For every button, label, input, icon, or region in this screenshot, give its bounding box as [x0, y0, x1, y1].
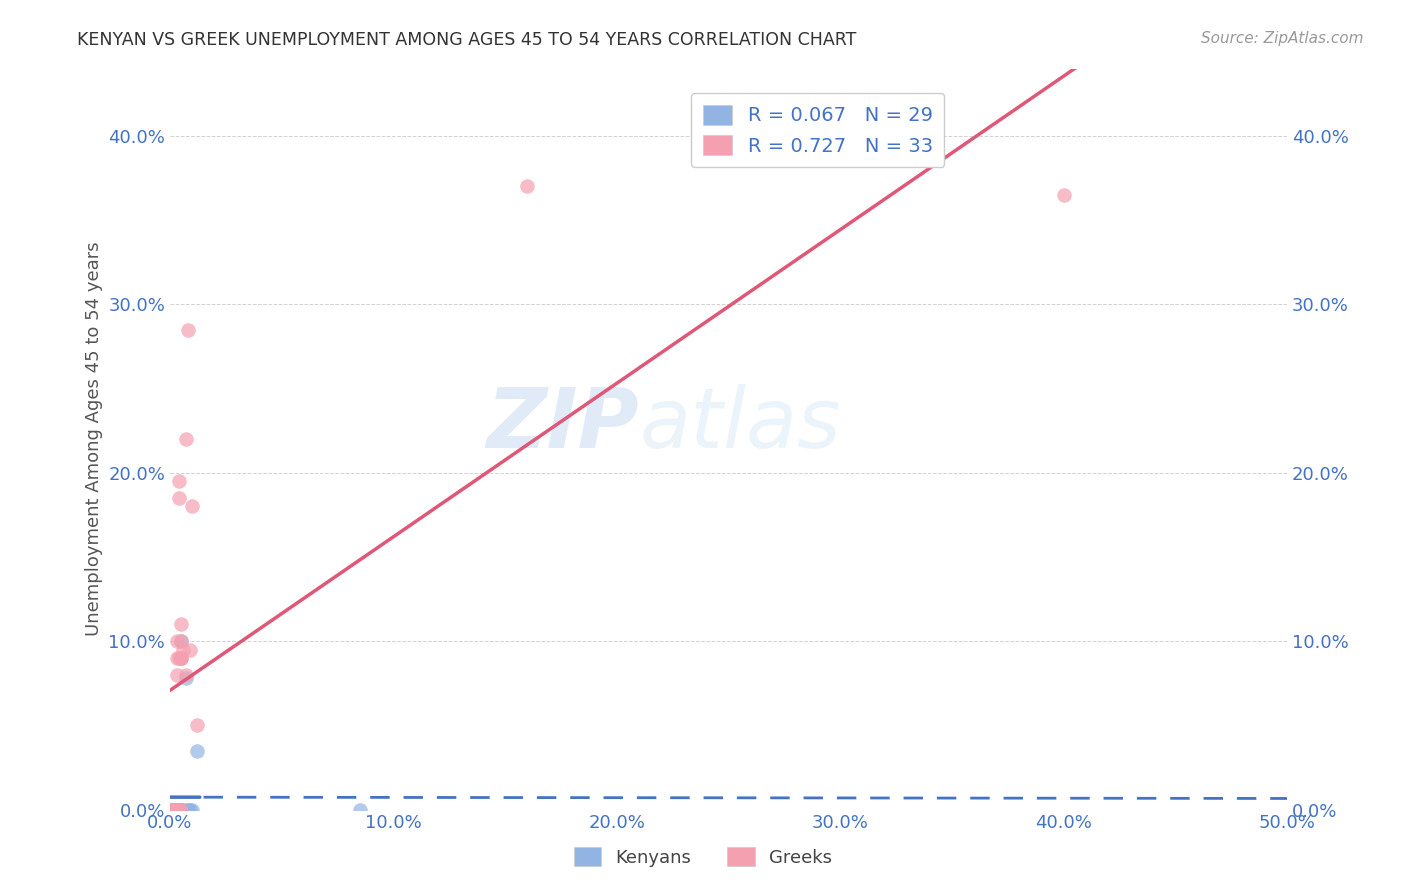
- Point: [160, 803, 183, 817]
- Point: [167, 491, 190, 505]
- Point: [177, 803, 200, 817]
- Point: [167, 803, 190, 817]
- Text: KENYAN VS GREEK UNEMPLOYMENT AMONG AGES 45 TO 54 YEARS CORRELATION CHART: KENYAN VS GREEK UNEMPLOYMENT AMONG AGES …: [77, 31, 856, 49]
- Text: Source: ZipAtlas.com: Source: ZipAtlas.com: [1201, 31, 1364, 46]
- Point: [174, 432, 197, 446]
- Point: [170, 651, 193, 665]
- Point: [166, 634, 188, 648]
- Point: [166, 803, 188, 817]
- Point: [166, 803, 188, 817]
- Point: [159, 803, 181, 817]
- Point: [170, 803, 193, 817]
- Point: [167, 474, 190, 488]
- Point: [166, 803, 188, 817]
- Point: [170, 651, 193, 665]
- Point: [163, 803, 186, 817]
- Point: [174, 671, 197, 685]
- Point: [163, 803, 186, 817]
- Point: [163, 803, 186, 817]
- Point: [170, 803, 193, 817]
- Point: [167, 803, 190, 817]
- Point: [159, 803, 181, 817]
- Point: [166, 803, 188, 817]
- Point: [159, 803, 181, 817]
- Point: [177, 322, 200, 336]
- Point: [167, 803, 190, 817]
- Y-axis label: Unemployment Among Ages 45 to 54 years: Unemployment Among Ages 45 to 54 years: [86, 242, 103, 636]
- Point: [170, 634, 193, 648]
- Point: [172, 803, 194, 817]
- Point: [159, 803, 181, 817]
- Text: atlas: atlas: [640, 384, 841, 465]
- Point: [172, 642, 194, 657]
- Point: [181, 500, 204, 514]
- Point: [167, 803, 190, 817]
- Point: [159, 803, 181, 817]
- Point: [170, 803, 193, 817]
- Point: [179, 642, 201, 657]
- Point: [172, 803, 194, 817]
- Point: [163, 803, 186, 817]
- Point: [349, 803, 371, 817]
- Point: [166, 651, 188, 665]
- Point: [160, 803, 183, 817]
- Point: [166, 668, 188, 682]
- Point: [163, 803, 186, 817]
- Point: [170, 634, 193, 648]
- Point: [1053, 187, 1076, 202]
- Point: [174, 668, 197, 682]
- Point: [516, 179, 538, 194]
- Point: [163, 803, 186, 817]
- Point: [159, 803, 181, 817]
- Point: [159, 803, 181, 817]
- Text: ZIP: ZIP: [486, 384, 640, 465]
- Point: [186, 718, 208, 732]
- Point: [170, 617, 193, 632]
- Point: [163, 803, 186, 817]
- Point: [159, 803, 181, 817]
- Point: [186, 743, 208, 757]
- Point: [181, 803, 204, 817]
- Point: [177, 803, 200, 817]
- Point: [166, 803, 188, 817]
- Legend: R = 0.067   N = 29, R = 0.727   N = 33: R = 0.067 N = 29, R = 0.727 N = 33: [692, 93, 945, 167]
- Point: [179, 803, 201, 817]
- Point: [167, 803, 190, 817]
- Point: [167, 651, 190, 665]
- Point: [170, 651, 193, 665]
- Point: [159, 803, 181, 817]
- Legend: Kenyans, Greeks: Kenyans, Greeks: [567, 840, 839, 874]
- Point: [159, 803, 181, 817]
